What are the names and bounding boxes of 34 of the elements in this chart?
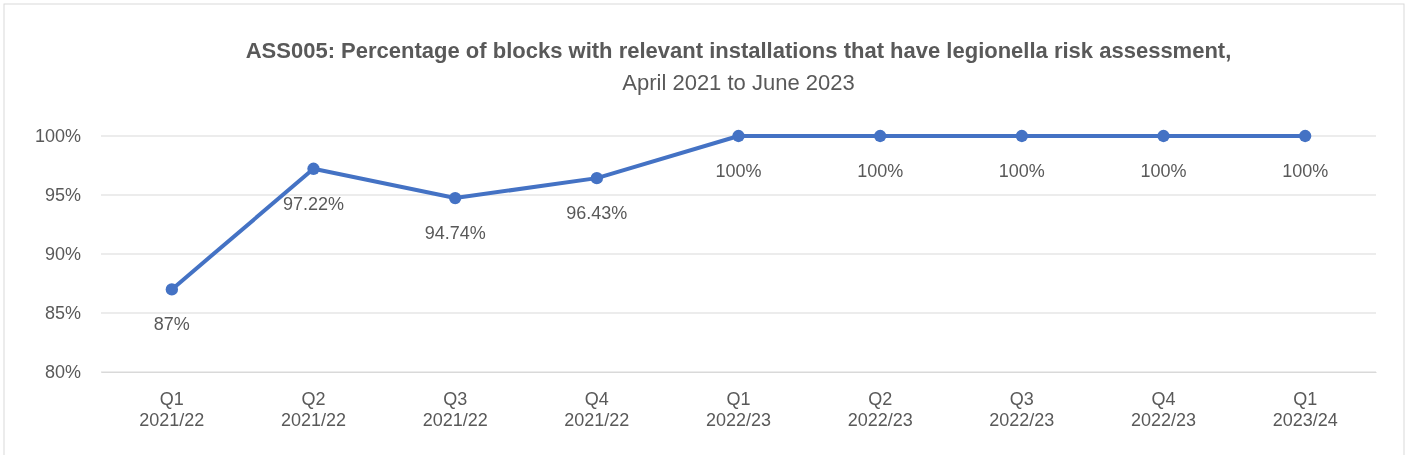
x-tick-label: Q1 2022/23 bbox=[705, 388, 772, 431]
y-tick-label: 85% bbox=[44, 303, 81, 324]
chart-title: ASS005: Percentage of blocks with relevant installations that have legionella risk assessment, bbox=[245, 38, 1232, 63]
point bbox=[448, 191, 462, 205]
point bbox=[873, 129, 887, 143]
data-label: 94.74% bbox=[424, 223, 486, 244]
point bbox=[307, 162, 320, 175]
x-tick-label: Q2 2021/22 bbox=[280, 388, 347, 431]
chart-subtitle: April 2021 to June 2023 bbox=[622, 70, 855, 95]
y-tick-label: 95% bbox=[44, 185, 81, 206]
x-tick-label: Q1 2021/22 bbox=[139, 388, 205, 431]
y-tick-label: 90% bbox=[44, 244, 81, 265]
data-label: 97.22% bbox=[282, 193, 345, 214]
x-tick-label: Q4 2021/22 bbox=[564, 388, 630, 431]
y-tick-label: 80% bbox=[44, 362, 81, 383]
data-label: 100% bbox=[998, 161, 1045, 181]
point bbox=[1015, 129, 1029, 143]
point bbox=[1157, 129, 1170, 143]
x-tick-label: Q3 2021/22 bbox=[422, 388, 488, 431]
x-tick-label: Q4 2022/23 bbox=[1130, 388, 1197, 431]
data-label: 100% bbox=[715, 161, 762, 181]
point bbox=[165, 283, 179, 296]
x-tick-label: Q1 2023/24 bbox=[1272, 388, 1338, 431]
data-label: 87% bbox=[153, 314, 190, 335]
data-label: 96.43% bbox=[566, 203, 628, 224]
data-label: 100% bbox=[857, 161, 904, 181]
point bbox=[590, 171, 604, 185]
x-tick-label: Q3 2022/23 bbox=[989, 388, 1055, 431]
x-tick-label: Q2 2022/23 bbox=[847, 388, 913, 431]
point bbox=[1298, 129, 1312, 143]
point bbox=[732, 129, 745, 143]
data-label: 100% bbox=[1282, 161, 1329, 181]
data-label: 100% bbox=[1140, 161, 1187, 181]
y-tick-label: 100% bbox=[34, 126, 81, 147]
